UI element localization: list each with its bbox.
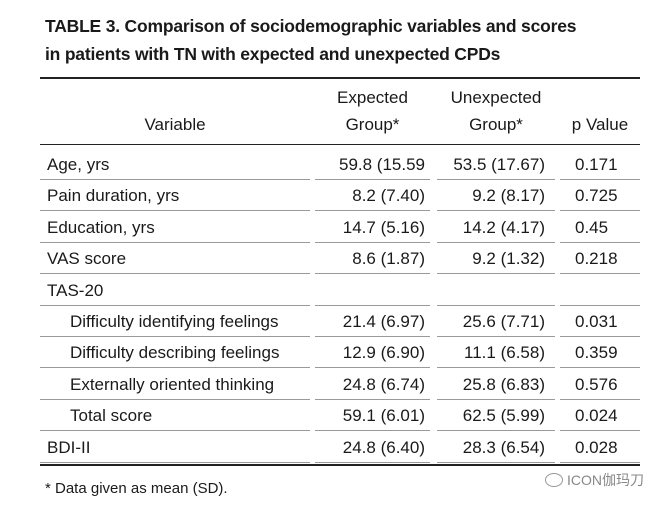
cell: 11.1 (6.58) <box>437 337 555 369</box>
cell: 0.031 <box>560 306 640 337</box>
cell: 0.171 <box>560 149 640 180</box>
cell: 21.4 (6.97) <box>315 306 430 337</box>
cell: 0.028 <box>560 432 640 463</box>
cell: 0.725 <box>560 180 640 212</box>
header: Unexpected <box>450 88 542 107</box>
cell: Difficulty identifying feelings <box>40 306 310 337</box>
footnote: * Data given as mean (SD). <box>45 480 228 497</box>
header: Group* <box>345 115 400 134</box>
cell: 9.2 (1.32) <box>437 243 555 275</box>
header: Variable <box>144 115 206 134</box>
cell: 0.576 <box>560 369 640 400</box>
cell: BDI-II <box>40 432 310 463</box>
cell: 0.45 <box>560 212 640 243</box>
cell: 59.8 (15.59 <box>315 149 430 180</box>
cell: 24.8 (6.40) <box>315 432 430 463</box>
cell: 59.1 (6.01) <box>315 400 430 432</box>
cell: 28.3 (6.54) <box>437 432 555 463</box>
cell: Difficulty describing feelings <box>40 337 310 369</box>
cell <box>560 275 640 306</box>
cell: Total score <box>40 400 310 432</box>
cell: Pain duration, yrs <box>40 180 310 212</box>
rule <box>40 144 640 145</box>
cell: Age, yrs <box>40 149 310 180</box>
cell: VAS score <box>40 243 310 275</box>
rule <box>40 464 640 466</box>
header: Group* <box>469 115 523 134</box>
rule <box>40 77 640 79</box>
cell: 12.9 (6.90) <box>315 337 430 369</box>
cell <box>437 275 555 306</box>
header: p Value <box>571 115 629 134</box>
cell: 62.5 (5.99) <box>437 400 555 432</box>
cell: 8.2 (7.40) <box>315 180 430 212</box>
cell: Externally oriented thinking <box>40 369 310 400</box>
cell: 9.2 (8.17) <box>437 180 555 212</box>
header: Expected <box>337 88 408 107</box>
cell: 25.8 (6.83) <box>437 369 555 400</box>
cell: 0.024 <box>560 400 640 432</box>
cell <box>315 275 430 306</box>
cell: 0.218 <box>560 243 640 275</box>
cell: 0.359 <box>560 337 640 369</box>
watermark-text: ICON伽玛刀 <box>567 472 644 488</box>
title: in patients with TN with expected and un… <box>45 44 501 64</box>
cell: 25.6 (7.71) <box>437 306 555 337</box>
cell: 53.5 (17.67) <box>437 149 555 180</box>
cell: Education, yrs <box>40 212 310 243</box>
watermark: ICON伽玛刀 <box>545 470 644 490</box>
title: TABLE 3. Comparison of sociodemographic … <box>45 16 577 36</box>
cell: 14.7 (5.16) <box>315 212 430 243</box>
cell: 24.8 (6.74) <box>315 369 430 400</box>
cell: TAS-20 <box>40 275 310 306</box>
cell: 8.6 (1.87) <box>315 243 430 275</box>
cell: 14.2 (4.17) <box>437 212 555 243</box>
